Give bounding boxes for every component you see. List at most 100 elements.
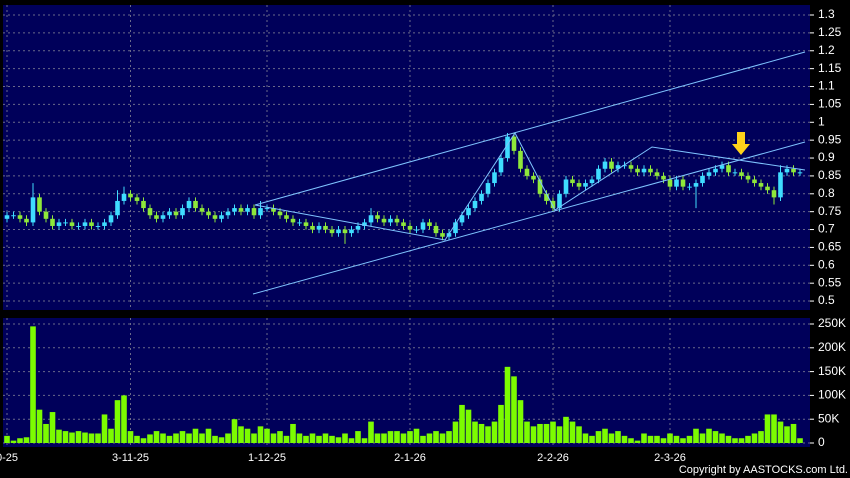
candle-body bbox=[771, 190, 777, 198]
candle-body bbox=[550, 200, 556, 209]
candle-body bbox=[557, 193, 562, 209]
volume-bar bbox=[62, 431, 69, 443]
candle-body bbox=[232, 208, 237, 212]
volume-bar bbox=[160, 433, 166, 443]
price-panel bbox=[3, 5, 810, 310]
volume-bar bbox=[745, 435, 751, 443]
candle-body bbox=[147, 208, 153, 216]
volume-bar bbox=[420, 435, 426, 443]
volume-bar bbox=[628, 438, 634, 443]
y-tick-label: 0.5 bbox=[818, 293, 835, 307]
candle-body bbox=[206, 211, 211, 216]
candle-body bbox=[797, 172, 803, 174]
candle-body bbox=[407, 225, 413, 230]
candle-body bbox=[485, 183, 491, 194]
volume-bar bbox=[23, 437, 30, 443]
volume-bar bbox=[407, 431, 413, 443]
volume-bar bbox=[309, 433, 316, 443]
candle-body bbox=[24, 218, 29, 223]
volume-bar bbox=[101, 414, 108, 443]
copyright: Copyright by AASTOCKS.com Ltd. bbox=[679, 464, 848, 476]
candle-body bbox=[375, 215, 380, 219]
candle-body bbox=[271, 208, 276, 212]
volume-bar bbox=[17, 438, 23, 443]
candle-body bbox=[245, 208, 250, 212]
candle-body bbox=[303, 222, 309, 226]
candle-body bbox=[706, 172, 712, 176]
candle-body bbox=[511, 136, 517, 151]
volume-bar bbox=[621, 435, 628, 443]
trend-lines bbox=[252, 51, 806, 295]
candle-body bbox=[251, 208, 257, 216]
volume-bar bbox=[49, 412, 56, 443]
volume-bar bbox=[322, 433, 329, 443]
volume-bar bbox=[277, 431, 283, 443]
candle-body bbox=[420, 222, 426, 230]
volume-bar bbox=[355, 431, 361, 443]
x-tick-label: 2-1-26 bbox=[394, 452, 426, 464]
candle-body bbox=[732, 172, 738, 174]
candle-body bbox=[628, 165, 634, 169]
volume-bar bbox=[244, 428, 251, 443]
candle-body bbox=[154, 215, 159, 219]
volume-bar bbox=[251, 433, 257, 443]
candle-body bbox=[479, 193, 484, 201]
volume-bar bbox=[166, 435, 173, 443]
volume-bar bbox=[472, 421, 478, 443]
volume-bar bbox=[647, 435, 654, 443]
volume-bar bbox=[108, 428, 114, 443]
volume-bar bbox=[680, 438, 686, 443]
candle-body bbox=[700, 175, 705, 184]
candle-body bbox=[622, 165, 627, 167]
candle-body bbox=[342, 229, 348, 234]
candle-body bbox=[745, 175, 751, 180]
volume-bar bbox=[43, 423, 49, 443]
candle-body bbox=[394, 218, 400, 223]
volume-bar bbox=[543, 423, 550, 443]
y-tick-label: 1.2 bbox=[818, 43, 835, 57]
volume-bar bbox=[153, 431, 160, 443]
candle-body bbox=[336, 229, 341, 234]
candle-body bbox=[498, 158, 504, 173]
candle-body bbox=[524, 168, 530, 176]
candle-body bbox=[563, 179, 569, 194]
volume-bar bbox=[595, 431, 602, 443]
volume-bar bbox=[400, 433, 407, 443]
candle-body bbox=[583, 183, 588, 187]
volume-bar bbox=[758, 431, 764, 443]
candle-body bbox=[50, 218, 55, 226]
volume-bar bbox=[634, 440, 641, 443]
volume-bar bbox=[725, 435, 732, 443]
volume-bar bbox=[303, 435, 309, 443]
volume-bar bbox=[699, 433, 706, 443]
volume-bar bbox=[706, 428, 712, 443]
volume-bar bbox=[426, 433, 433, 443]
candle-body bbox=[459, 215, 465, 223]
candle-body bbox=[134, 197, 140, 201]
candle-body bbox=[726, 165, 731, 173]
candle-body bbox=[167, 211, 172, 216]
candle-body bbox=[609, 161, 614, 169]
volume-bar bbox=[10, 440, 17, 443]
volume-bar bbox=[387, 431, 394, 443]
volume-bar bbox=[569, 421, 576, 443]
candle-body bbox=[719, 165, 725, 169]
grid-layer bbox=[3, 5, 810, 447]
candle-body bbox=[121, 193, 127, 201]
volume-bar bbox=[433, 431, 439, 443]
candle-body bbox=[641, 168, 647, 173]
candle-body bbox=[440, 233, 445, 237]
volume-bar bbox=[238, 426, 244, 443]
candle-body bbox=[277, 211, 283, 216]
candle-body bbox=[219, 215, 224, 219]
arrow-marker bbox=[732, 132, 750, 155]
volume-bar bbox=[212, 435, 218, 443]
volume-bar bbox=[316, 435, 322, 443]
marks-layer bbox=[4, 133, 803, 443]
volume-bar bbox=[374, 433, 381, 443]
candle-body bbox=[329, 229, 335, 234]
volume-bar bbox=[342, 433, 348, 443]
candle-body bbox=[427, 222, 432, 226]
candle-body bbox=[102, 222, 107, 226]
